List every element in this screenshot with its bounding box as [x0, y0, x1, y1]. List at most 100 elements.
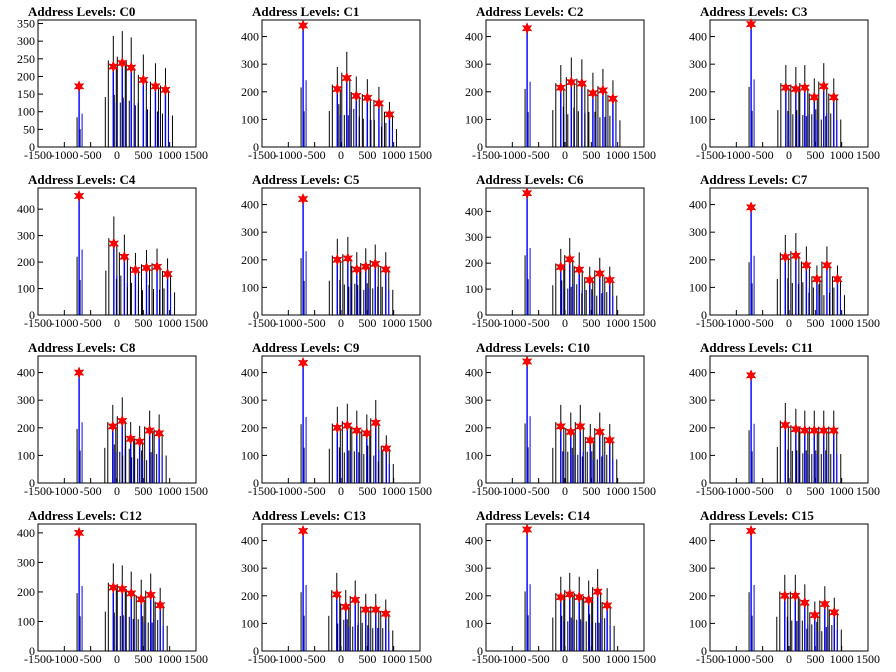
y-tick-label: 200	[241, 253, 259, 267]
peak-marker	[370, 603, 382, 616]
peak-marker	[341, 71, 353, 85]
x-tick-label: 1000	[606, 484, 630, 498]
peak-marker	[116, 582, 128, 596]
x-tick-label: -1000	[274, 652, 302, 666]
x-tick-label: 500	[582, 484, 600, 498]
peak-marker	[153, 427, 165, 440]
x-tick-label: 0	[786, 652, 792, 666]
y-tick-label: 200	[241, 589, 259, 603]
x-tick-label: -500	[752, 652, 774, 666]
x-tick-label: -500	[80, 148, 102, 162]
peak-marker	[811, 272, 823, 286]
chart-title: Address Levels: C5	[252, 172, 360, 187]
x-tick-label: 0	[114, 484, 120, 498]
y-tick-label: 400	[17, 366, 35, 380]
peak-marker	[369, 257, 381, 271]
x-tick-label: -1500	[472, 484, 500, 498]
x-tick-label: -500	[80, 316, 102, 330]
peak-marker	[564, 253, 576, 266]
x-tick-label: 1500	[632, 316, 656, 330]
y-tick-label: 200	[689, 253, 707, 267]
peak-marker	[361, 91, 373, 105]
y-tick-label: 250	[17, 52, 35, 66]
x-tick-label: 0	[338, 148, 344, 162]
x-tick-label: 1000	[830, 484, 854, 498]
chart-title: Address Levels: C0	[28, 4, 135, 19]
x-tick-label: -1000	[498, 148, 526, 162]
x-tick-label: -1500	[696, 148, 724, 162]
x-tick-label: 1500	[408, 148, 432, 162]
y-tick-label: 200	[689, 85, 707, 99]
y-tick-label: 0	[701, 308, 707, 322]
peak-marker	[583, 593, 595, 607]
peak-marker	[555, 590, 567, 604]
peak-marker	[125, 61, 137, 74]
peak-marker	[373, 97, 385, 110]
y-tick-label: 100	[17, 614, 35, 628]
x-tick-label: 500	[582, 316, 600, 330]
y-tick-label: 0	[29, 644, 35, 658]
chart-panel-1: Address Levels: C1 0 100 200 300 400 -1500-100…	[241, 4, 432, 162]
peak-marker	[331, 588, 343, 601]
peak-marker	[108, 237, 120, 250]
x-tick-label: -500	[80, 484, 102, 498]
plot-frame	[709, 523, 869, 652]
y-tick-label: 0	[477, 644, 483, 658]
y-tick-label: 0	[29, 308, 35, 322]
x-tick-label: 1000	[382, 652, 406, 666]
x-tick-label: -1500	[696, 652, 724, 666]
y-tick-label: 100	[17, 105, 35, 119]
x-tick-label: -500	[80, 652, 102, 666]
peak-marker	[745, 201, 757, 214]
x-tick-label: -1000	[722, 484, 750, 498]
peak-marker	[809, 608, 821, 622]
x-tick-label: 1500	[856, 484, 880, 498]
peak-marker	[745, 369, 757, 382]
y-tick-label: 300	[241, 393, 259, 407]
y-tick-label: 300	[465, 230, 483, 244]
x-tick-label: 500	[134, 652, 152, 666]
x-tick-label: 0	[338, 484, 344, 498]
x-tick-label: -1000	[498, 316, 526, 330]
chart-panel-2: Address Levels: C2 0 100 200 300 400 -1500-100…	[465, 4, 656, 162]
y-tick-label: 400	[689, 198, 707, 212]
peak-marker	[297, 19, 309, 32]
x-tick-label: 1000	[382, 148, 406, 162]
peak-marker	[594, 425, 606, 439]
plot-frame	[709, 355, 869, 484]
chart-title: Address Levels: C15	[700, 508, 814, 523]
y-tick-label: 400	[689, 30, 707, 44]
chart-title: Address Levels: C6	[476, 172, 584, 187]
peak-marker	[555, 260, 567, 274]
x-tick-label: 0	[562, 148, 568, 162]
y-tick-label: 300	[465, 561, 483, 575]
x-tick-label: 1000	[158, 148, 182, 162]
x-tick-label: -1000	[50, 316, 78, 330]
y-tick-label: 0	[29, 140, 35, 154]
peak-marker	[601, 599, 613, 612]
peak-marker	[573, 590, 585, 604]
y-tick-label: 300	[17, 555, 35, 569]
x-tick-label: 0	[114, 652, 120, 666]
x-tick-label: 1500	[184, 652, 208, 666]
chart-title: Address Levels: C1	[252, 4, 359, 19]
y-tick-label: 400	[689, 366, 707, 380]
peak-marker	[587, 86, 599, 100]
y-tick-label: 300	[241, 561, 259, 575]
peak-marker	[555, 420, 567, 433]
peak-marker	[162, 267, 173, 281]
y-tick-label: 100	[689, 448, 707, 462]
chart-panel-6: Address Levels: C6 0 100 200 300 400 -1500-100…	[465, 172, 656, 330]
x-tick-label: 500	[358, 652, 376, 666]
peak-marker	[125, 587, 137, 600]
y-tick-label: 300	[689, 225, 707, 239]
y-tick-label: 100	[241, 616, 259, 630]
y-tick-label: 400	[465, 534, 483, 548]
y-tick-label: 300	[689, 561, 707, 575]
y-tick-label: 200	[689, 589, 707, 603]
y-tick-label: 350	[17, 17, 35, 31]
peak-marker	[380, 442, 392, 455]
x-tick-label: 1500	[184, 316, 208, 330]
peak-marker	[779, 250, 791, 264]
x-tick-label: 1000	[830, 148, 854, 162]
